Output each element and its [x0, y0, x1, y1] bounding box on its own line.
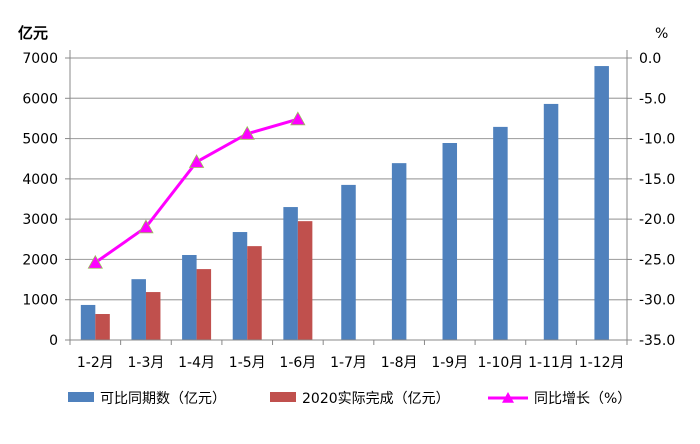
x-tick-label: 1-2月 [77, 355, 114, 371]
y-tick-label: 3000 [22, 212, 58, 228]
growth-line [94, 117, 299, 264]
y2-tick-label: -35.0 [639, 333, 675, 349]
bar-comparable [493, 126, 508, 340]
y-tick-label: 7000 [22, 51, 58, 67]
bar-comparable [341, 184, 356, 340]
bar-actual [95, 314, 110, 340]
bar-comparable [131, 279, 146, 340]
x-tick-label: 1-12月 [579, 355, 625, 371]
legend-marker [502, 392, 514, 403]
bar-comparable [182, 254, 197, 340]
x-tick-label: 1-10月 [478, 355, 524, 371]
bar-actual [145, 292, 161, 340]
growth-marker [290, 111, 306, 126]
x-tick-label: 1-7月 [330, 355, 367, 371]
x-tick-label: 1-5月 [229, 355, 266, 371]
y-tick-label: 4000 [22, 172, 58, 188]
y2-tick-label: -15.0 [639, 172, 675, 188]
bar-actual [196, 269, 212, 340]
y2-tick-label: -10.0 [639, 132, 675, 148]
growth-marker [87, 254, 103, 269]
bar-comparable [543, 103, 559, 340]
bar-comparable [442, 143, 458, 340]
y2-tick-label: -25.0 [639, 252, 675, 268]
legend-swatch [68, 392, 94, 402]
growth-marker [138, 219, 154, 234]
y2-axis-label: % [655, 26, 668, 42]
legend-swatch [270, 392, 296, 402]
growth-marker [239, 125, 255, 140]
y2-tick-label: -20.0 [639, 212, 675, 228]
x-tick-label: 1-11月 [528, 355, 574, 371]
x-tick-label: 1-8月 [381, 355, 418, 371]
x-tick-label: 1-9月 [431, 355, 468, 371]
bar-comparable [283, 207, 298, 340]
x-tick-label: 1-3月 [128, 355, 165, 371]
y-tick-label: 6000 [22, 91, 58, 107]
y2-tick-label: 0.0 [639, 51, 661, 67]
legend-label: 同比增长（%） [534, 391, 631, 407]
x-tick-label: 1-4月 [178, 355, 215, 371]
bar-actual [297, 221, 313, 340]
y-tick-label: 2000 [22, 252, 58, 268]
bar-comparable [594, 66, 609, 341]
y-tick-label: 1000 [22, 293, 58, 309]
y-axis-label: 亿元 [18, 24, 48, 42]
legend-label: 可比同期数（亿元） [100, 391, 226, 407]
legend-label: 2020实际完成（亿元） [302, 391, 450, 407]
legend: 可比同期数（亿元） 2020实际完成（亿元） 同比增长（%） [68, 391, 631, 407]
growth-marker [188, 154, 205, 168]
bar-comparable [391, 163, 407, 340]
x-tick-label: 1-6月 [279, 355, 316, 371]
bar-comparable [80, 304, 96, 340]
bar-comparable [232, 232, 248, 340]
y-tick-label: 0 [49, 333, 58, 349]
y-tick-label: 5000 [22, 132, 58, 148]
y2-tick-label: -30.0 [639, 293, 675, 309]
bar-actual [247, 246, 262, 340]
y2-tick-label: -5.0 [639, 91, 666, 107]
